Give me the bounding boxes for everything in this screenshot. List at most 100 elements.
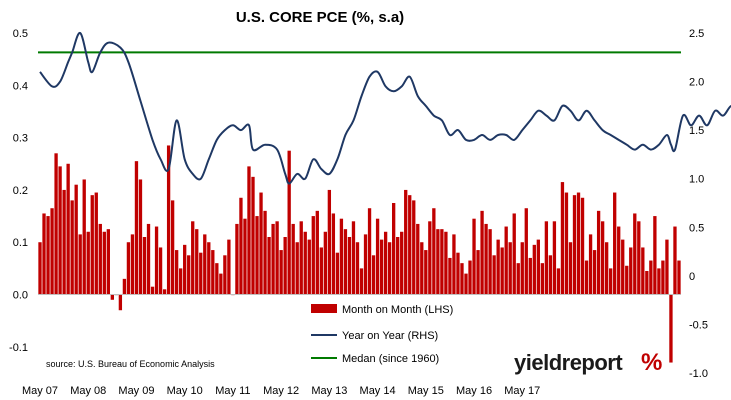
mom-bar — [295, 242, 299, 295]
mom-bar — [504, 226, 508, 295]
mom-bar — [379, 239, 384, 295]
mom-bar — [363, 234, 368, 295]
mom-bar — [110, 294, 115, 300]
mom-bar — [460, 263, 464, 295]
mom-bar — [303, 231, 307, 295]
x-tick-label: May 12 — [263, 385, 299, 397]
y-right-tick-label: 0 — [689, 271, 695, 283]
mom-bar — [227, 239, 231, 295]
mom-bar — [512, 213, 516, 295]
y-left-tick-label: 0.5 — [13, 28, 28, 40]
mom-bar — [94, 192, 98, 295]
mom-bar — [416, 223, 420, 295]
mom-bar — [335, 252, 340, 295]
y-right-tick-label: 1.0 — [689, 174, 704, 186]
y-right-tick-label: 1.5 — [689, 125, 704, 137]
x-tick-label: May 09 — [118, 385, 154, 397]
mom-bar — [645, 271, 649, 295]
mom-bar — [239, 197, 243, 295]
mom-bar — [243, 218, 247, 295]
mom-bar — [70, 200, 74, 295]
mom-bar — [142, 237, 147, 295]
mom-bar — [492, 255, 496, 295]
mom-bar — [383, 231, 388, 295]
mom-bar — [162, 289, 167, 295]
mom-bar — [90, 195, 94, 295]
mom-bar — [170, 200, 175, 295]
mom-bar — [387, 242, 392, 295]
mom-bars — [38, 145, 681, 363]
mom-bar — [327, 189, 332, 295]
legend: Month on Month (LHS) Year on Year (RHS) … — [311, 304, 453, 365]
mom-bar — [408, 195, 412, 295]
mom-bar — [621, 239, 625, 295]
legend-label-yoy: Year on Year (RHS) — [342, 330, 438, 342]
mom-bar — [653, 216, 657, 295]
x-tick-label: May 10 — [167, 385, 203, 397]
mom-bar — [524, 208, 528, 295]
mom-bar — [412, 200, 416, 295]
mom-bar — [544, 221, 549, 295]
mom-bar — [255, 216, 259, 295]
x-axis: May 07 May 08 May 09 May 10 May 11 May 12 May … — [22, 385, 540, 397]
mom-bar — [472, 218, 476, 295]
mom-bar — [484, 223, 488, 295]
mom-bar — [98, 223, 102, 295]
y-left-tick-label: 0.0 — [13, 290, 28, 302]
mom-bar — [166, 145, 171, 295]
mom-bar — [552, 221, 557, 295]
yieldreport-logo: yieldreport % — [514, 349, 662, 376]
mom-bar — [440, 229, 444, 295]
mom-bar — [158, 247, 163, 295]
x-tick-label: May 07 — [22, 385, 58, 397]
mom-bar — [576, 192, 581, 295]
mom-bar — [339, 218, 344, 295]
y-left-tick-label: 0.2 — [13, 185, 28, 197]
mom-bar — [633, 213, 637, 295]
mom-bar — [122, 278, 127, 295]
logo-percent-icon: % — [641, 349, 662, 376]
mom-bar — [424, 250, 428, 295]
mom-bar — [174, 250, 179, 295]
mom-bar — [211, 250, 215, 295]
mom-bar — [219, 273, 223, 295]
mom-bar — [673, 226, 677, 295]
mom-bar — [536, 239, 540, 295]
mom-bar — [38, 242, 42, 295]
mom-bar — [343, 229, 348, 295]
x-tick-label: May 08 — [70, 385, 106, 397]
mom-bar — [480, 210, 484, 295]
yoy-line — [39, 31, 731, 185]
mom-bar — [351, 221, 356, 295]
y-axis-right: -1.0 -0.5 0 0.5 1.0 1.5 2.0 2.5 — [689, 28, 708, 380]
mom-bar — [46, 216, 50, 295]
mom-bar — [271, 223, 275, 295]
mom-bar — [207, 242, 211, 295]
x-tick-label: May 16 — [456, 385, 492, 397]
mom-bar — [564, 192, 569, 295]
mom-bar — [649, 260, 653, 295]
mom-bar — [183, 244, 187, 295]
mom-bar — [420, 242, 424, 295]
mom-bar — [661, 260, 665, 295]
mom-bar — [134, 161, 139, 295]
mom-bar — [375, 218, 380, 295]
mom-bar — [604, 242, 609, 295]
mom-bar — [315, 210, 319, 295]
mom-bar — [307, 239, 311, 295]
mom-bar — [588, 234, 593, 295]
mom-bar — [86, 231, 90, 295]
mom-bar — [299, 221, 303, 295]
mom-bar — [275, 221, 279, 295]
mom-bar — [400, 231, 404, 295]
mom-bar — [592, 250, 597, 295]
mom-bar — [251, 176, 255, 295]
mom-bar — [279, 250, 283, 295]
mom-bar — [617, 226, 621, 295]
y-left-tick-label: 0.1 — [13, 237, 28, 249]
mom-bar — [367, 208, 372, 295]
mom-bar — [371, 255, 376, 295]
mom-bar — [560, 182, 565, 295]
mom-bar — [556, 268, 561, 295]
